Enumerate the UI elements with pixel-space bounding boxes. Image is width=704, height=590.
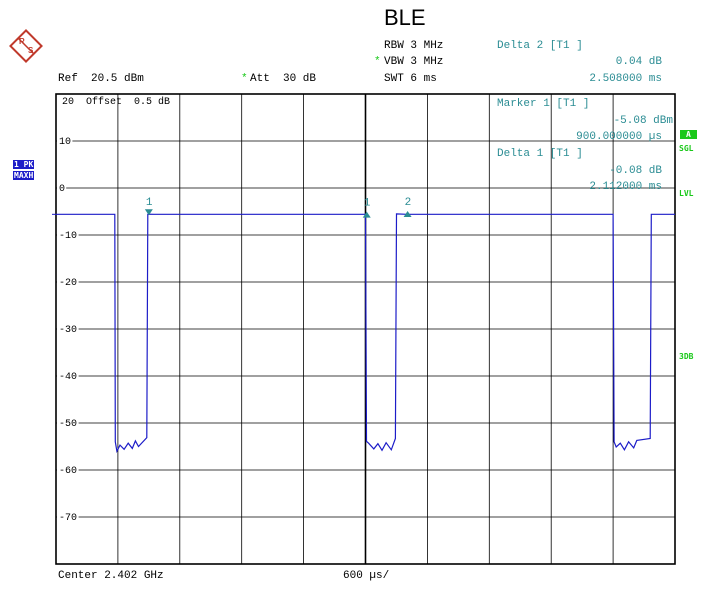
delta2-value2: 2.508000 ms — [589, 73, 662, 85]
marker1-value1: -5.08 dBm — [613, 115, 673, 127]
sgl-tag: SGL — [679, 144, 694, 153]
marker1-label: Marker 1 [T1 ] — [497, 98, 590, 110]
delta1-value1: -0.08 dB — [609, 165, 662, 177]
trace-mode-tag: MAXH — [13, 171, 35, 180]
ref-level: Ref 20.5 dBm — [58, 73, 144, 85]
y-tick-label: -10 — [59, 231, 77, 242]
y-tick-label: 10 — [59, 137, 71, 148]
y-tick-bg — [57, 512, 79, 522]
y-tick-label: -30 — [59, 325, 77, 336]
y-tick-bg — [57, 371, 79, 381]
delta2-value1: 0.04 dB — [615, 56, 662, 68]
marker-label: 1 — [364, 198, 371, 210]
rbw-label: RBW 3 MHz — [384, 40, 444, 52]
y-tick-label: -50 — [59, 419, 77, 430]
marker-triangle — [144, 209, 153, 216]
y-tick-label: -40 — [59, 372, 77, 383]
delta1-value2: 2.112000 ms — [589, 181, 662, 193]
y-tick-bg — [57, 136, 73, 146]
a-tag: A — [680, 130, 697, 139]
y-tick-label: -60 — [59, 466, 77, 477]
3db-tag: 3DB — [679, 352, 694, 361]
vbw-label: VBW 3 MHz — [384, 56, 444, 68]
marker-triangle — [362, 211, 371, 218]
att-star: * — [241, 73, 248, 85]
lvl-tag: LVL — [679, 189, 694, 198]
trace-line — [56, 213, 675, 454]
chart-title: BLE — [384, 5, 426, 30]
delta1-label: Delta 1 [T1 ] — [497, 148, 583, 160]
y-tick-bg — [57, 465, 79, 475]
delta2-label: Delta 2 [T1 ] — [497, 40, 583, 52]
y-tick-label: -20 — [59, 278, 77, 289]
swt-label: SWT 6 ms — [384, 73, 437, 85]
y-tick-label: -70 — [59, 513, 77, 524]
y-tick-bg — [57, 230, 79, 240]
y-tick-bg — [57, 324, 79, 334]
attenuation: Att 30 dB — [250, 73, 317, 85]
marker-label: 2 — [405, 197, 412, 209]
marker-label: 1 — [146, 197, 153, 209]
trace-detector-tag: 1 PK — [13, 160, 35, 169]
marker-triangle — [403, 211, 412, 218]
y-tick-label: 0 — [59, 184, 65, 195]
offset-text: 20 Offset 0.5 dB — [62, 97, 171, 108]
marker1-value2: 900.000000 µs — [576, 131, 662, 143]
y-tick-bg — [57, 277, 79, 287]
time-per-division: 600 µs/ — [343, 570, 390, 582]
y-tick-bg — [57, 418, 79, 428]
center-frequency: Center 2.402 GHz — [58, 570, 164, 582]
vbw-star: * — [374, 56, 381, 68]
y-tick-bg — [57, 183, 67, 193]
